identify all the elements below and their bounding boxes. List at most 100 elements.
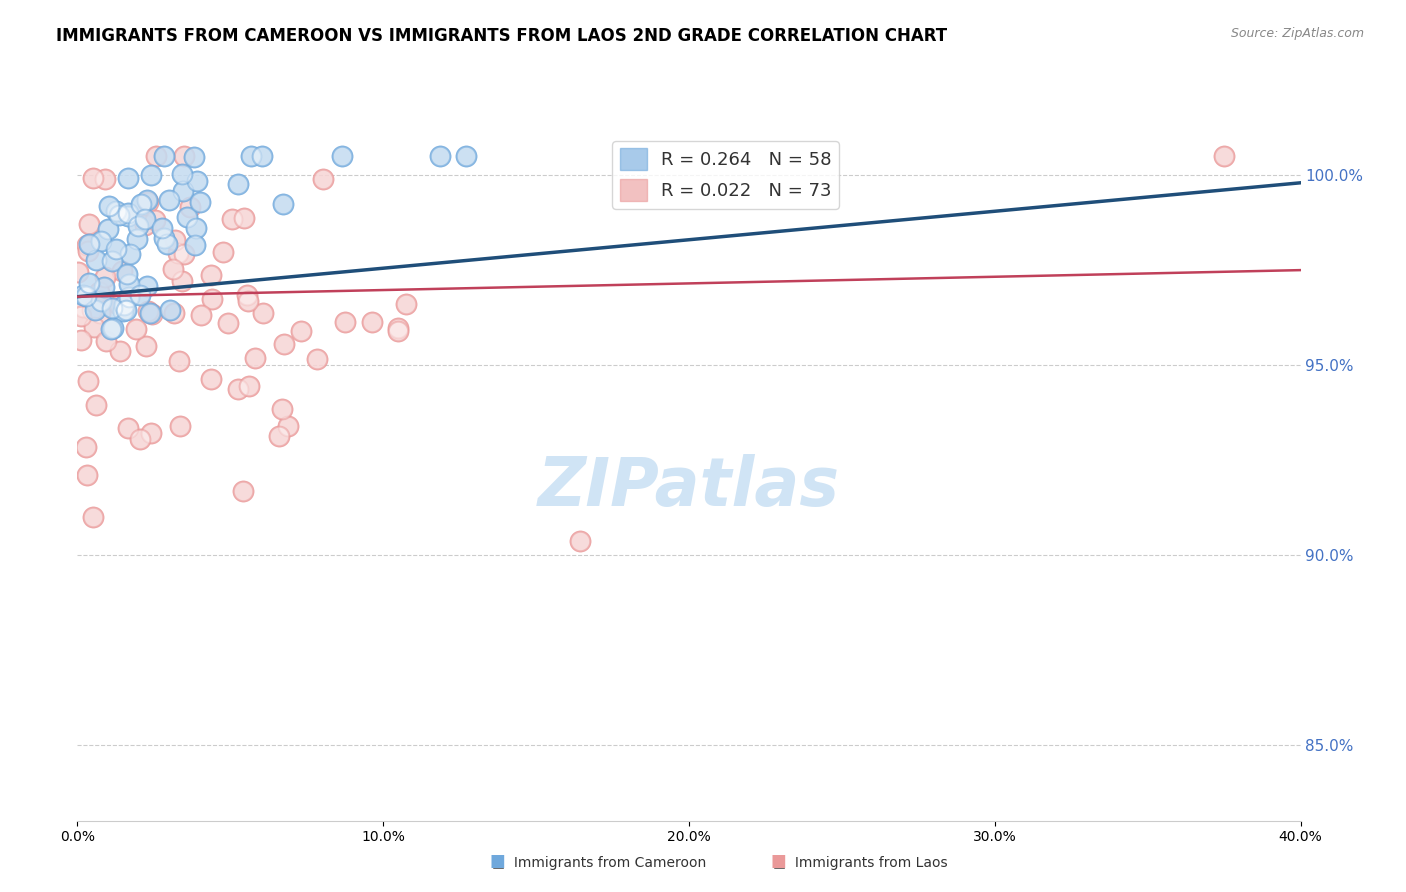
Point — [90, 293, 112, 308]
Point — [72, 288, 94, 302]
Point — [117, 421, 139, 435]
Point — [76, 238, 98, 252]
Point — [169, 354, 191, 368]
Point — [429, 149, 451, 163]
Point — [72, 288, 94, 302]
Point — [232, 484, 254, 499]
Point — [72, 300, 94, 314]
Point — [70, 333, 93, 347]
Point — [80, 302, 103, 317]
Point — [101, 320, 124, 334]
Point — [84, 253, 107, 268]
Point — [89, 306, 111, 320]
Point — [77, 244, 100, 259]
Point — [184, 238, 207, 252]
Point — [134, 219, 156, 233]
Point — [124, 322, 146, 336]
Point — [236, 293, 259, 308]
Point — [172, 167, 194, 181]
Point — [270, 402, 292, 417]
Point — [129, 196, 152, 211]
Point — [134, 219, 156, 233]
Point — [76, 374, 98, 388]
Point — [84, 398, 107, 412]
Point — [184, 221, 207, 235]
Point — [128, 288, 150, 302]
Point — [84, 253, 107, 268]
Point — [173, 246, 195, 260]
Point — [97, 222, 120, 236]
Point — [153, 149, 176, 163]
Point — [117, 206, 139, 220]
Point — [75, 440, 97, 454]
Point — [70, 310, 93, 324]
Point — [184, 221, 207, 235]
Point — [172, 184, 194, 198]
Point — [136, 194, 159, 209]
Point — [243, 351, 266, 365]
Point — [94, 270, 117, 285]
Point — [330, 149, 353, 163]
Point — [77, 277, 100, 291]
Point — [157, 193, 180, 207]
Point — [200, 268, 222, 282]
Point — [179, 201, 201, 215]
Point — [139, 169, 162, 183]
Point — [136, 194, 159, 209]
Point — [70, 333, 93, 347]
Point — [75, 440, 97, 454]
Point — [110, 344, 132, 359]
Point — [128, 432, 150, 446]
Point — [139, 426, 162, 441]
Point — [232, 484, 254, 499]
Point — [238, 379, 260, 393]
Point — [226, 382, 249, 396]
Point — [221, 212, 243, 227]
Point — [127, 232, 149, 246]
Point — [100, 322, 122, 336]
Point — [568, 533, 591, 548]
Point — [395, 297, 418, 311]
Point — [111, 264, 134, 278]
Point — [111, 303, 134, 318]
Point — [110, 344, 132, 359]
Point — [217, 316, 239, 330]
Point — [271, 196, 294, 211]
Point — [104, 204, 127, 219]
Point — [84, 303, 107, 318]
Point — [100, 254, 122, 268]
Point — [312, 171, 335, 186]
Point — [77, 236, 100, 251]
Point — [273, 337, 295, 351]
Text: IMMIGRANTS FROM CAMEROON VS IMMIGRANTS FROM LAOS 2ND GRADE CORRELATION CHART: IMMIGRANTS FROM CAMEROON VS IMMIGRANTS F… — [56, 27, 948, 45]
Point — [162, 262, 184, 277]
Point — [82, 171, 104, 186]
Point — [236, 293, 259, 308]
Text: Source: ZipAtlas.com: Source: ZipAtlas.com — [1230, 27, 1364, 40]
Point — [87, 285, 110, 300]
Point — [94, 334, 117, 348]
Point — [233, 211, 256, 225]
Point — [97, 222, 120, 236]
Point — [456, 149, 478, 163]
Point — [226, 382, 249, 396]
Point — [173, 149, 195, 163]
Point — [117, 210, 139, 224]
Point — [118, 277, 141, 291]
Point — [238, 379, 260, 393]
Point — [173, 246, 195, 260]
Point — [236, 287, 259, 301]
Point — [217, 316, 239, 330]
Point — [169, 419, 191, 434]
Point — [277, 419, 299, 434]
Point — [77, 244, 100, 259]
Point — [167, 245, 190, 260]
Point — [145, 149, 167, 163]
Point — [94, 172, 117, 186]
Point — [186, 174, 208, 188]
Point — [67, 265, 90, 279]
Point — [172, 184, 194, 198]
Point — [84, 398, 107, 412]
Point — [170, 274, 193, 288]
Point — [387, 321, 409, 335]
